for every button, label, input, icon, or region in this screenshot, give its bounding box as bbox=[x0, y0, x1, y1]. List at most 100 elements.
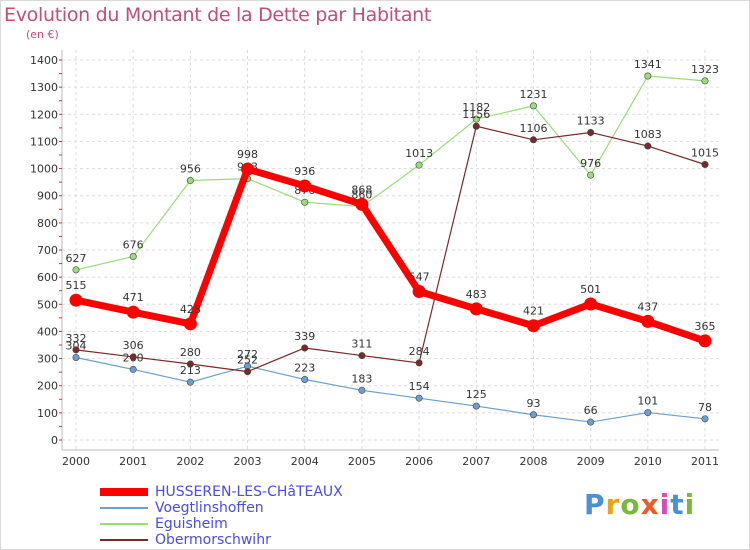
data-label-voegtlinshoffen: 213 bbox=[180, 364, 201, 377]
chart-unit: (en €) bbox=[26, 28, 59, 41]
y-tick-label: 800 bbox=[37, 217, 58, 230]
data-point-husseren-les-ch-teaux bbox=[298, 179, 312, 193]
legend-swatch bbox=[100, 523, 148, 525]
data-point-husseren-les-ch-teaux bbox=[469, 302, 483, 316]
data-point-obermorschwihr bbox=[244, 368, 252, 376]
data-label-eguisheim: 1341 bbox=[634, 58, 662, 71]
data-point-husseren-les-ch-teaux bbox=[126, 305, 140, 319]
data-label-husseren-les-ch-teaux: 365 bbox=[695, 320, 716, 333]
y-tick-label: 1400 bbox=[30, 54, 58, 67]
data-point-husseren-les-ch-teaux bbox=[698, 334, 712, 348]
x-tick-label: 2010 bbox=[634, 455, 662, 468]
data-point-obermorschwihr bbox=[129, 353, 137, 361]
legend-item-husseren-les-ch-teaux: HUSSEREN-LES-CHâTEAUX bbox=[100, 484, 343, 500]
data-point-voegtlinshoffen bbox=[472, 402, 480, 410]
data-point-husseren-les-ch-teaux bbox=[526, 319, 540, 333]
data-point-voegtlinshoffen bbox=[358, 386, 366, 394]
data-point-obermorschwihr bbox=[701, 161, 709, 169]
data-point-eguisheim bbox=[644, 72, 652, 80]
data-label-obermorschwihr: 332 bbox=[66, 332, 87, 345]
legend-label: Obermorschwihr bbox=[155, 532, 271, 548]
data-label-husseren-les-ch-teaux: 471 bbox=[123, 291, 144, 304]
y-tick-label: 700 bbox=[37, 244, 58, 257]
data-label-obermorschwihr: 311 bbox=[351, 338, 372, 351]
data-label-eguisheim: 1182 bbox=[462, 101, 490, 114]
data-point-voegtlinshoffen bbox=[415, 394, 423, 402]
data-label-husseren-les-ch-teaux: 547 bbox=[409, 271, 430, 284]
data-point-obermorschwihr bbox=[72, 346, 80, 354]
data-label-eguisheim: 1013 bbox=[405, 147, 433, 160]
data-point-voegtlinshoffen bbox=[529, 411, 537, 419]
data-label-eguisheim: 1231 bbox=[519, 88, 547, 101]
data-label-voegtlinshoffen: 101 bbox=[637, 395, 658, 408]
data-label-obermorschwihr: 1083 bbox=[634, 128, 662, 141]
legend-swatch bbox=[100, 488, 148, 496]
y-tick-label: 300 bbox=[37, 353, 58, 366]
data-point-obermorschwihr bbox=[186, 360, 194, 368]
data-point-obermorschwihr bbox=[301, 344, 309, 352]
chart-legend: HUSSEREN-LES-CHâTEAUX Voegtlinshoffen Egui… bbox=[100, 484, 343, 548]
data-point-voegtlinshoffen bbox=[587, 418, 595, 426]
legend-label: HUSSEREN-LES-CHâTEAUX bbox=[155, 484, 343, 500]
logo-letter: r bbox=[605, 488, 621, 521]
x-tick-label: 2002 bbox=[176, 455, 204, 468]
data-label-voegtlinshoffen: 183 bbox=[351, 372, 372, 385]
data-label-eguisheim: 1323 bbox=[691, 63, 719, 76]
data-label-eguisheim: 676 bbox=[123, 239, 144, 252]
x-tick-label: 2005 bbox=[348, 455, 376, 468]
data-label-husseren-les-ch-teaux: 437 bbox=[637, 300, 658, 313]
series-line-obermorschwihr bbox=[75, 125, 706, 373]
data-label-husseren-les-ch-teaux: 501 bbox=[580, 283, 601, 296]
data-point-eguisheim bbox=[415, 161, 423, 169]
data-point-obermorschwihr bbox=[587, 128, 595, 136]
proxiti-logo: Proxiti bbox=[584, 488, 695, 521]
y-tick-label: 1200 bbox=[30, 108, 58, 121]
data-point-husseren-les-ch-teaux bbox=[584, 297, 598, 311]
data-point-voegtlinshoffen bbox=[701, 415, 709, 423]
y-tick-label: 900 bbox=[37, 190, 58, 203]
x-tick-label: 2000 bbox=[62, 455, 90, 468]
data-point-voegtlinshoffen bbox=[186, 378, 194, 386]
y-tick-label: 200 bbox=[37, 380, 58, 393]
data-point-obermorschwihr bbox=[529, 136, 537, 144]
legend-label: Eguisheim bbox=[155, 516, 228, 532]
legend-label: Voegtlinshoffen bbox=[155, 500, 264, 516]
data-point-voegtlinshoffen bbox=[72, 353, 80, 361]
legend-item-eguisheim: Eguisheim bbox=[100, 516, 343, 532]
data-label-obermorschwihr: 1015 bbox=[691, 147, 719, 160]
data-label-obermorschwihr: 252 bbox=[237, 354, 258, 367]
series-line-voegtlinshoffen bbox=[75, 356, 706, 423]
data-point-eguisheim bbox=[472, 115, 480, 123]
y-tick-label: 500 bbox=[37, 298, 58, 311]
data-label-voegtlinshoffen: 93 bbox=[526, 397, 540, 410]
series-line-husseren-les-ch-teaux bbox=[72, 165, 709, 345]
y-tick-label: 400 bbox=[37, 325, 58, 338]
data-label-husseren-les-ch-teaux: 515 bbox=[66, 279, 87, 292]
data-label-voegtlinshoffen: 78 bbox=[698, 401, 712, 414]
data-label-husseren-les-ch-teaux: 868 bbox=[351, 183, 372, 196]
data-label-obermorschwihr: 1133 bbox=[577, 114, 605, 127]
y-tick-label: 1300 bbox=[30, 81, 58, 94]
x-tick-label: 2007 bbox=[462, 455, 490, 468]
x-tick-label: 2004 bbox=[291, 455, 319, 468]
data-label-voegtlinshoffen: 66 bbox=[584, 404, 598, 417]
x-tick-label: 2008 bbox=[519, 455, 547, 468]
series-line-eguisheim bbox=[75, 75, 706, 271]
data-point-husseren-les-ch-teaux bbox=[412, 285, 426, 299]
data-point-husseren-les-ch-teaux bbox=[355, 197, 369, 211]
logo-letter: x bbox=[640, 488, 660, 521]
data-label-eguisheim: 627 bbox=[66, 252, 87, 265]
data-label-obermorschwihr: 339 bbox=[294, 330, 315, 343]
data-label-voegtlinshoffen: 223 bbox=[294, 361, 315, 374]
data-label-voegtlinshoffen: 154 bbox=[409, 380, 430, 393]
legend-item-voegtlinshoffen: Voegtlinshoffen bbox=[100, 500, 343, 516]
data-point-eguisheim bbox=[129, 253, 137, 261]
data-point-husseren-les-ch-teaux bbox=[183, 317, 197, 331]
data-label-husseren-les-ch-teaux: 421 bbox=[523, 305, 544, 318]
x-tick-label: 2001 bbox=[119, 455, 147, 468]
data-label-voegtlinshoffen: 304 bbox=[66, 339, 87, 352]
logo-letter: i bbox=[684, 488, 696, 521]
logo-letter: t bbox=[670, 488, 685, 521]
